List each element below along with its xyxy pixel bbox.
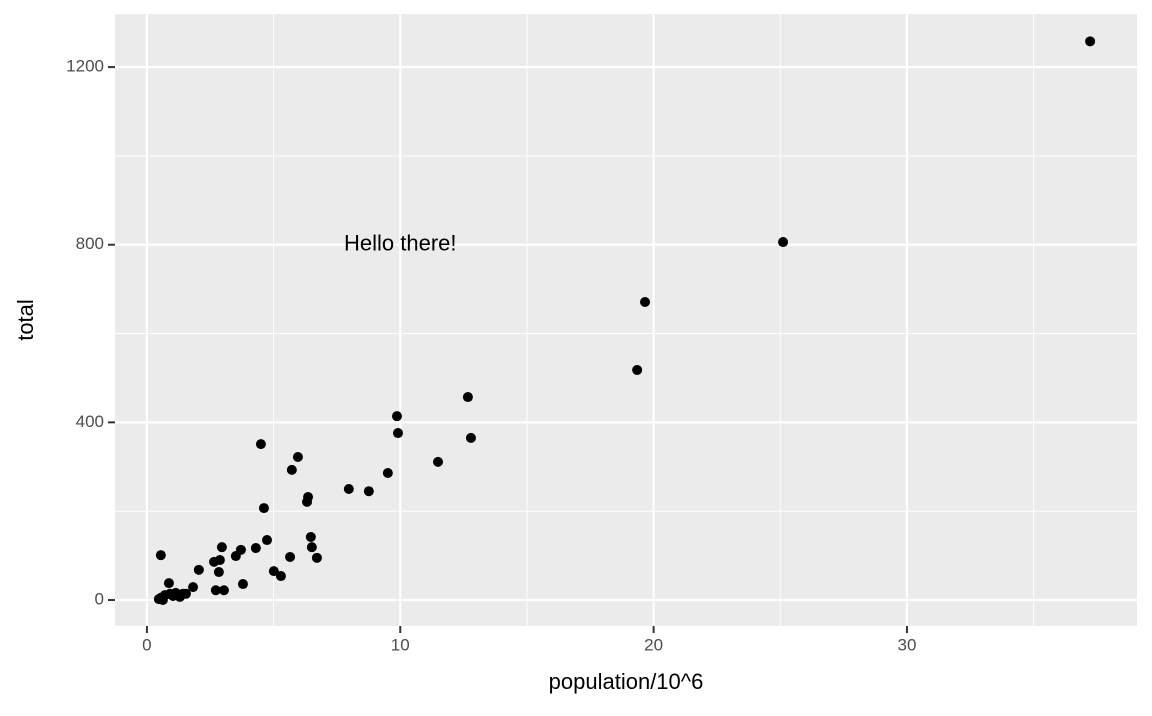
point [1085,36,1096,47]
point [155,550,166,561]
panel [115,14,1137,626]
point [262,535,273,546]
x-tick-label: 0 [142,635,151,654]
point [292,452,303,463]
point [392,428,403,439]
point [391,411,402,422]
point [163,578,174,589]
point [157,595,168,606]
point [193,564,204,575]
point [210,585,221,596]
point [250,543,261,554]
point [255,439,266,450]
point [214,555,225,566]
point [433,456,444,467]
point [188,582,199,593]
point [216,542,227,553]
point [218,585,229,596]
y-axis-title: total [13,299,38,341]
point [275,571,286,582]
point [462,392,473,403]
point [168,591,179,602]
point [286,464,297,475]
point [343,483,354,494]
x-tick-label: 30 [898,635,917,654]
point [311,552,322,563]
y-tick-label: 400 [76,412,104,431]
point [213,567,224,578]
point [302,496,313,507]
y-tick-label: 0 [95,590,104,609]
point [268,566,279,577]
annotation: Hello there! [344,231,457,256]
x-tick-label: 10 [391,635,410,654]
point [230,551,241,562]
point [305,531,316,542]
point [778,237,789,248]
point [465,432,476,443]
y-tick-label: 800 [76,234,104,253]
point [177,588,188,599]
point [640,297,651,308]
x-tick-label: 20 [644,635,663,654]
point [306,542,317,553]
y-tick-label: 1200 [66,57,104,76]
point [237,579,248,590]
x-axis-title: population/10^6 [549,669,704,694]
point [285,551,296,562]
point [632,364,643,375]
point [363,486,374,497]
point [258,503,269,514]
point [382,468,393,478]
